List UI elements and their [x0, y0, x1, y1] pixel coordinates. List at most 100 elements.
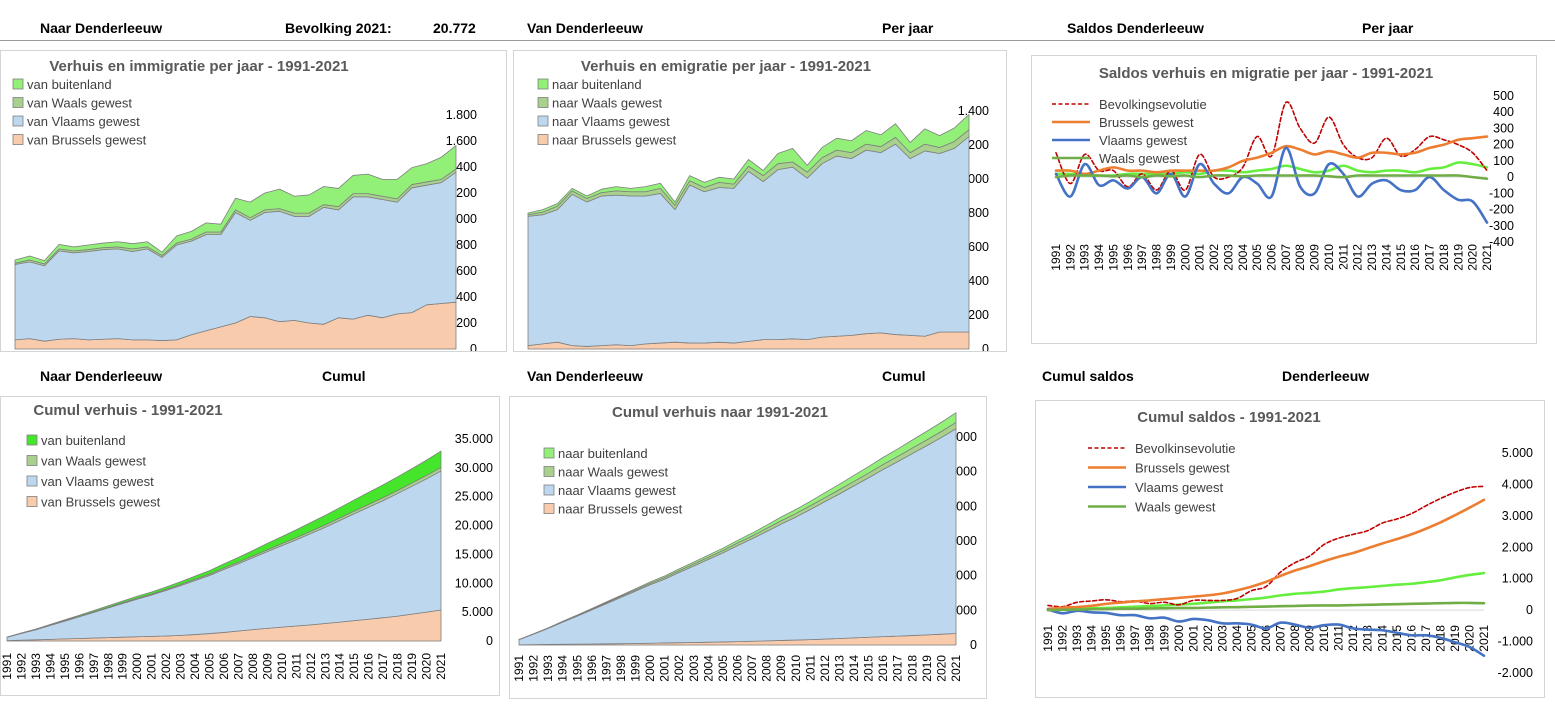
chart-immigratie-panel: Verhuis en immigratie per jaar - 1991-20…	[0, 50, 507, 352]
x-tick-label: 2014	[1379, 244, 1393, 271]
x-tick-label: 2017	[891, 655, 905, 682]
x-tick-label: 1994	[556, 655, 570, 682]
header-cumul-2: Cumul	[882, 368, 926, 384]
chart-cumul-van-panel: Cumul verhuis naar 1991-2021 0 5.000 10.000…	[509, 396, 987, 699]
line-brussels-gewest	[1046, 498, 1486, 611]
x-tick-label: 1998	[1143, 625, 1157, 652]
legend-swatch	[543, 484, 555, 496]
x-tick-label: 2006	[217, 653, 231, 680]
x-tick-label: 2014	[847, 655, 861, 682]
x-tick-label: 2008	[1293, 244, 1307, 271]
y-tick-label: 800	[456, 238, 477, 252]
x-tick-label: 2010	[1322, 244, 1336, 271]
x-tick-label: 2003	[687, 655, 701, 682]
y-tick-label: 200	[456, 316, 477, 330]
x-tick-label: 2019	[405, 653, 419, 680]
x-tick-label: 2016	[1404, 625, 1418, 652]
x-tick-label: 1994	[1085, 625, 1099, 652]
x-tick-label: 2009	[1303, 625, 1317, 652]
x-tick-label: 1991	[1041, 625, 1055, 652]
x-tick-label: 2021	[1477, 625, 1491, 652]
y-tick-label: -1.000	[1498, 635, 1533, 649]
y-tick-label: 20.000	[455, 519, 493, 533]
x-tick-label: 1999	[1157, 625, 1171, 652]
legend-label: van Waals gewest	[27, 96, 132, 111]
chart-title: Verhuis en emigratie per jaar - 1991-202…	[581, 58, 871, 75]
chart-emigratie-panel: Verhuis en emigratie per jaar - 1991-202…	[513, 50, 1007, 352]
legend-label: naar Waals gewest	[558, 465, 668, 480]
legend-label: van buitenland	[27, 77, 112, 92]
x-tick-label: 2005	[716, 655, 730, 682]
x-tick-label: 1998	[614, 655, 628, 682]
chart-cumul-saldos: Cumul saldos - 1991-2021 -2.000 -1.000 0 1.0…	[1041, 409, 1533, 680]
x-tick-label: 2002	[1207, 244, 1221, 271]
x-tick-label: 2003	[1215, 625, 1229, 652]
y-tick-label: 600	[968, 240, 989, 254]
legend-label: Brussels gewest	[1135, 461, 1230, 476]
legend-swatch	[26, 475, 38, 487]
x-tick-label: 2005	[1250, 244, 1264, 271]
legend-label: naar Brussels gewest	[552, 133, 677, 148]
x-tick-label: 2006	[1259, 625, 1273, 652]
x-tick-label: 2021	[434, 653, 448, 680]
chart-title: Cumul verhuis - 1991-2021	[33, 402, 222, 419]
x-tick-label: 2017	[1423, 244, 1437, 271]
legend-swatch	[12, 97, 24, 108]
legend-swatch	[12, 78, 24, 90]
chart-cumul-van: Cumul verhuis naar 1991-202105.00010.000…	[512, 404, 977, 682]
x-tick-label: 2001	[1193, 244, 1207, 271]
y-tick-label: 4.000	[1502, 477, 1533, 491]
legend-label: naar buitenland	[552, 77, 642, 92]
y-tick-label: 600	[456, 264, 477, 278]
x-tick-label: 2006	[1265, 244, 1279, 271]
x-tick-label: 2015	[347, 653, 361, 680]
chart-title: Verhuis en immigratie per jaar - 1991-20…	[49, 58, 348, 75]
legend-label: Brussels gewest	[1099, 115, 1194, 130]
x-tick-label: 1991	[1049, 244, 1063, 271]
x-tick-label: 2019	[1448, 625, 1462, 652]
x-tick-label: 2008	[246, 653, 260, 680]
line-buitenland	[1046, 571, 1486, 611]
y-tick-label: 3.000	[1502, 509, 1533, 523]
y-tick-label: 400	[456, 290, 477, 304]
x-tick-label: 1999	[1164, 244, 1178, 271]
chart-cumul-saldos-panel: Cumul saldos - 1991-2021 -2.000 -1.000 0 1.0…	[1035, 400, 1545, 698]
x-tick-label: 2001	[658, 655, 672, 682]
legend-label: Waals gewest	[1135, 500, 1216, 515]
x-tick-label: 2001	[145, 653, 159, 680]
header-cumul-1: Cumul	[322, 368, 366, 384]
y-tick-label: 1.800	[446, 108, 477, 122]
y-tick-label: 300	[1493, 121, 1514, 135]
x-tick-label: 2000	[1178, 244, 1192, 271]
x-tick-label: 2020	[1466, 244, 1480, 271]
y-tick-label: -400	[1489, 235, 1514, 249]
legend-swatch	[12, 115, 24, 127]
chart-title: Cumul verhuis naar 1991-2021	[612, 404, 828, 421]
x-tick-label: 2005	[203, 653, 217, 680]
x-tick-label: 1995	[570, 655, 584, 682]
x-tick-label: 2018	[905, 655, 919, 682]
header-perjaar-1: Per jaar	[882, 20, 934, 36]
x-tick-label: 2007	[1274, 625, 1288, 652]
x-tick-label: 2010	[1317, 625, 1331, 652]
x-tick-label: 2008	[760, 655, 774, 682]
legend-swatch	[26, 434, 38, 446]
x-tick-label: 2007	[745, 655, 759, 682]
x-tick-label: 2002	[159, 653, 173, 680]
legend-label: van Vlaams gewest	[27, 114, 140, 129]
chart-title: Saldos verhuis en migratie per jaar - 19…	[1099, 65, 1433, 82]
legend-label: Vlaams gewest	[1099, 133, 1188, 148]
header-naar-2: Naar Denderleeuw	[40, 368, 163, 384]
y-tick-label: 200	[968, 308, 989, 322]
x-tick-label: 2005	[1244, 625, 1258, 652]
line-waals-gewest	[1046, 601, 1486, 612]
x-tick-label: 2012	[818, 655, 832, 682]
x-tick-label: 2000	[130, 653, 144, 680]
chart-saldos-panel: Saldos verhuis en migratie per jaar - 19…	[1031, 55, 1537, 344]
y-tick-label: 1.000	[1502, 572, 1533, 586]
x-tick-label: 1996	[585, 655, 599, 682]
x-tick-label: 2003	[174, 653, 188, 680]
x-tick-label: 2002	[1201, 625, 1215, 652]
x-tick-label: 2011	[289, 653, 303, 679]
x-tick-label: 2015	[1390, 625, 1404, 652]
